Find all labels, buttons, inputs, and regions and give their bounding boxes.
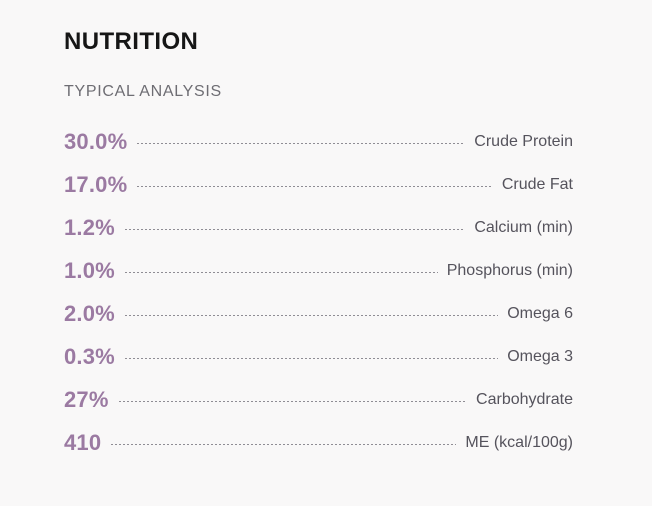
dotted-leader-line [124, 315, 499, 316]
analysis-value: 30.0% [64, 128, 128, 154]
dotted-leader-line [118, 401, 468, 402]
analysis-label: Omega 3 [507, 347, 573, 365]
analysis-value: 1.2% [64, 214, 115, 240]
analysis-label: Phosphorus (min) [446, 261, 573, 279]
dotted-leader-line [124, 229, 466, 230]
analysis-row-crude-fat: 17.0% Crude Fat [64, 163, 573, 206]
analysis-row-omega-6: 2.0% Omega 6 [64, 292, 573, 335]
analysis-label: Calcium (min) [474, 218, 573, 236]
analysis-value: 27% [64, 386, 109, 412]
analysis-value: 17.0% [64, 171, 128, 197]
typical-analysis-subtitle: TYPICAL ANALYSIS [64, 83, 222, 100]
analysis-row-phosphorus: 1.0% Phosphorus (min) [64, 249, 573, 292]
analysis-label: Omega 6 [507, 304, 573, 322]
analysis-value: 410 [64, 429, 102, 455]
dotted-leader-line [124, 272, 438, 273]
analysis-label: Carbohydrate [476, 390, 573, 408]
analysis-value: 0.3% [64, 343, 115, 369]
typical-analysis-list: 30.0% Crude Protein 17.0% Crude Fat 1.2%… [64, 120, 573, 464]
dotted-leader-line [137, 143, 466, 144]
analysis-value: 1.0% [64, 257, 115, 283]
analysis-row-crude-protein: 30.0% Crude Protein [64, 120, 573, 163]
nutrition-title: NUTRITION [64, 28, 199, 55]
analysis-label: Crude Protein [474, 132, 573, 150]
analysis-row-calcium: 1.2% Calcium (min) [64, 206, 573, 249]
dotted-leader-line [137, 186, 493, 187]
analysis-row-omega-3: 0.3% Omega 3 [64, 335, 573, 378]
dotted-leader-line [111, 444, 457, 445]
analysis-row-carbohydrate: 27% Carbohydrate [64, 378, 573, 421]
analysis-row-me-kcal: 410 ME (kcal/100g) [64, 421, 573, 464]
analysis-label: Crude Fat [501, 175, 573, 193]
dotted-leader-line [124, 358, 499, 359]
analysis-label: ME (kcal/100g) [465, 433, 573, 451]
analysis-value: 2.0% [64, 300, 115, 326]
